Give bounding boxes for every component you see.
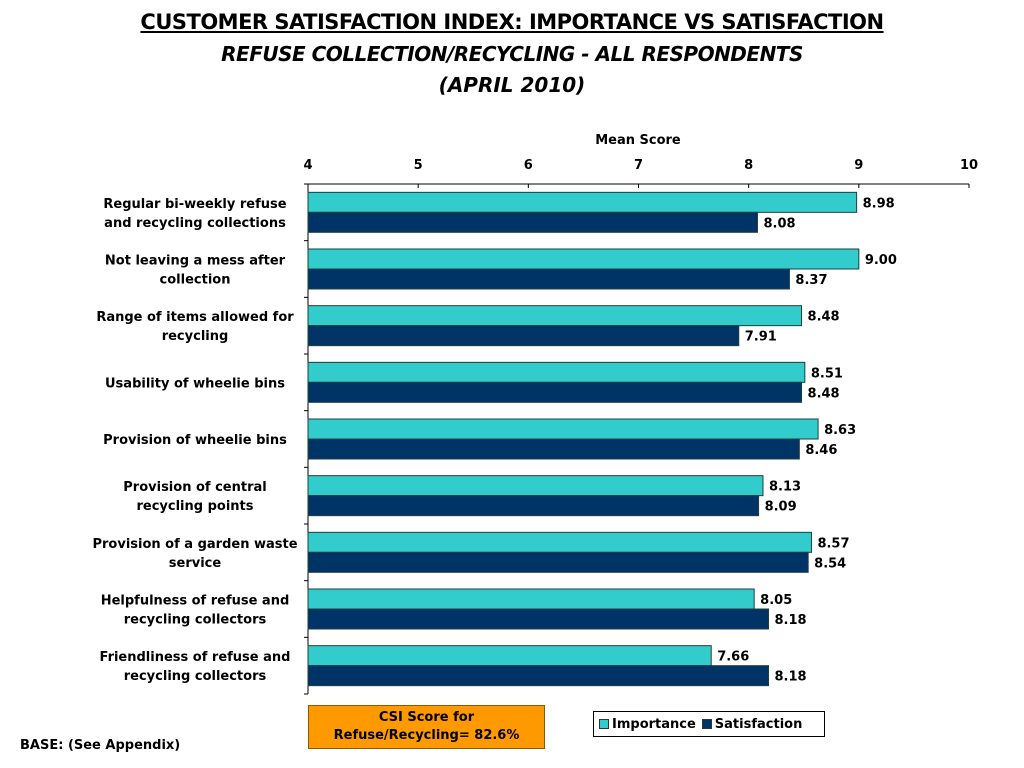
category-label: Helpfulness of refuse and xyxy=(101,594,290,609)
bar-satisfaction xyxy=(307,608,769,630)
bar-importance xyxy=(307,191,858,213)
legend: Importance Satisfaction xyxy=(593,711,825,737)
base-note: BASE: (See Appendix) xyxy=(20,738,181,753)
data-label-importance: 8.05 xyxy=(760,593,792,608)
bar-importance xyxy=(307,305,803,327)
bar-importance xyxy=(307,645,712,667)
category-label: Provision of a garden waste xyxy=(92,537,297,552)
bar-importance xyxy=(307,418,819,440)
bar-satisfaction xyxy=(307,495,760,517)
data-label-satisfaction: 8.48 xyxy=(808,386,840,401)
data-label-satisfaction: 8.18 xyxy=(774,670,806,685)
chart-title: CUSTOMER SATISFACTION INDEX: IMPORTANCE … xyxy=(140,10,884,34)
category-label: Usability of wheelie bins xyxy=(105,376,285,391)
category-label: Provision of central xyxy=(123,480,266,495)
category-label: Friendliness of refuse and xyxy=(100,650,291,665)
category-label: Provision of wheelie bins xyxy=(103,433,287,448)
legend-label-satisfaction: Satisfaction xyxy=(714,716,803,732)
data-label-importance: 8.57 xyxy=(817,536,849,551)
bar-satisfaction xyxy=(307,381,803,403)
category-label: collection xyxy=(160,273,231,288)
x-tick-label: 4 xyxy=(303,158,312,173)
chart-date: (APRIL 2010) xyxy=(438,73,586,97)
category-label: recycling points xyxy=(136,499,253,514)
legend-swatch-importance xyxy=(599,719,609,729)
data-label-importance: 9.00 xyxy=(865,253,897,268)
data-label-satisfaction: 8.37 xyxy=(795,273,827,288)
bar-satisfaction xyxy=(307,325,740,347)
bar-importance xyxy=(307,361,806,383)
data-label-importance: 8.63 xyxy=(824,423,856,438)
x-tick-label: 10 xyxy=(960,158,978,173)
data-label-importance: 7.66 xyxy=(717,650,749,665)
bar-importance xyxy=(307,588,755,610)
x-tick-label: 6 xyxy=(524,158,533,173)
bar-importance xyxy=(307,248,860,270)
bar-importance xyxy=(307,531,812,553)
category-label: recycling collectors xyxy=(124,613,267,628)
bar-satisfaction xyxy=(307,438,800,460)
data-label-importance: 8.13 xyxy=(769,480,801,495)
data-label-importance: 8.51 xyxy=(811,366,843,381)
data-label-importance: 8.48 xyxy=(808,310,840,325)
data-label-satisfaction: 8.18 xyxy=(774,613,806,628)
x-tick-label: 5 xyxy=(414,158,423,173)
bar-satisfaction xyxy=(307,665,769,687)
category-label: and recycling collections xyxy=(104,216,286,231)
legend-item-satisfaction: Satisfaction xyxy=(701,716,803,732)
data-label-satisfaction: 7.91 xyxy=(745,330,777,345)
bar-satisfaction xyxy=(307,211,758,233)
legend-label-importance: Importance xyxy=(612,716,696,732)
x-tick-label: 7 xyxy=(634,158,643,173)
x-axis-label: Mean Score xyxy=(595,133,681,148)
x-tick-label: 9 xyxy=(854,158,863,173)
category-label: recycling xyxy=(162,329,229,344)
category-label: Range of items allowed for xyxy=(96,310,294,325)
data-label-satisfaction: 8.08 xyxy=(763,216,795,231)
csi-score-box: CSI Score for Refuse/Recycling= 82.6% xyxy=(308,705,545,749)
x-tick-label: 8 xyxy=(744,158,753,173)
data-label-satisfaction: 8.09 xyxy=(765,500,797,515)
bar-importance xyxy=(307,475,764,497)
bar-satisfaction xyxy=(307,551,809,573)
legend-item-importance: Importance xyxy=(599,717,696,732)
data-label-importance: 8.98 xyxy=(863,196,895,211)
data-label-satisfaction: 8.54 xyxy=(814,556,846,571)
category-label: recycling collectors xyxy=(124,669,267,684)
category-label: Not leaving a mess after xyxy=(105,254,286,269)
bar-satisfaction xyxy=(307,268,790,290)
category-label: Regular bi-weekly refuse xyxy=(103,197,286,212)
csi-score-line1: CSI Score for xyxy=(378,710,475,725)
csi-score-line2: Refuse/Recycling= 82.6% xyxy=(333,728,520,743)
chart-subtitle: REFUSE COLLECTION/RECYCLING - ALL RESPON… xyxy=(221,42,803,66)
data-label-satisfaction: 8.46 xyxy=(805,443,837,458)
legend-swatch-satisfaction xyxy=(701,719,712,729)
category-label: service xyxy=(169,556,222,571)
